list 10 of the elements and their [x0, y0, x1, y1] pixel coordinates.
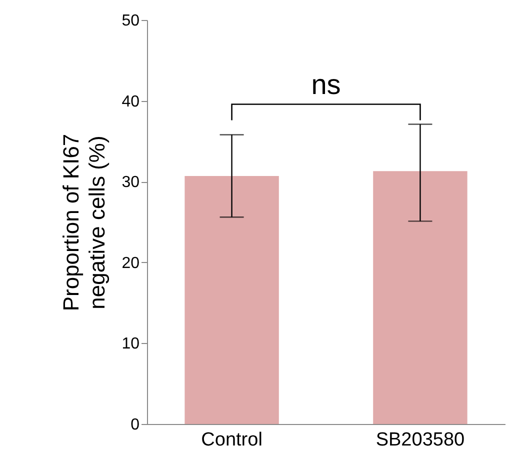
x-tick-label: Control	[201, 430, 262, 450]
y-tick-label: 0	[130, 416, 140, 434]
y-tick-label: 20	[122, 254, 140, 272]
y-tick-label: 40	[122, 93, 140, 110]
x-tick-label: SB203580	[376, 430, 465, 450]
y-axis-title: Proportion of KI67 negative cells (%)	[58, 134, 110, 312]
annotation: ns	[311, 69, 341, 100]
y-tick-label: 30	[122, 174, 140, 192]
y-tick-label: 50	[122, 12, 140, 30]
y-tick-label: 10	[122, 336, 140, 353]
